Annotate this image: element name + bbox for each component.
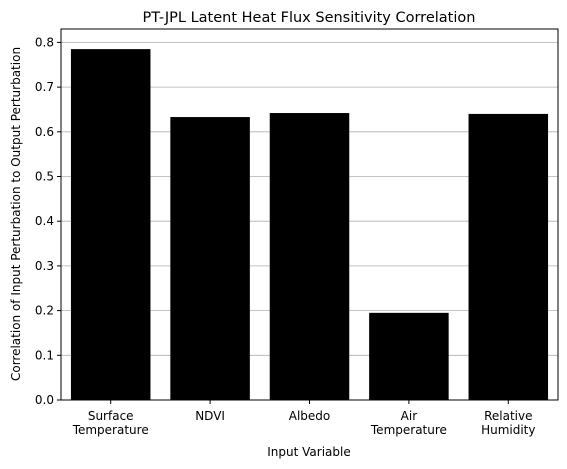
x-tick-label: Air Temperature — [370, 409, 447, 437]
chart-title: PT-JPL Latent Heat Flux Sensitivity Corr… — [143, 10, 476, 26]
y-axis-label: Correlation of Input Perturbation to Out… — [9, 47, 23, 381]
x-tick-label: Surface Temperature — [72, 409, 149, 437]
x-tick-label: Relative Humidity — [481, 409, 535, 437]
x-axis-ticks: Surface Temperature NDVI Albedo Air Temperatu… — [72, 400, 536, 437]
y-tick-label: 0.6 — [35, 125, 54, 139]
x-axis-label: Input Variable — [267, 445, 350, 459]
y-tick-label: 0.7 — [35, 80, 54, 94]
y-tick-label: 0.4 — [35, 214, 54, 228]
bar — [369, 312, 449, 400]
bar — [468, 113, 549, 401]
x-tick-label: Albedo — [289, 409, 331, 423]
bar — [70, 49, 151, 401]
bar — [170, 117, 250, 400]
y-axis-ticks: 0.0 0.1 0.2 0.3 0.4 0.5 0.6 0.7 0.8 — [35, 35, 61, 407]
y-tick-label: 0.8 — [35, 35, 54, 49]
y-tick-label: 0.0 — [35, 393, 54, 407]
y-tick-label: 0.3 — [35, 259, 54, 273]
bars — [70, 49, 549, 401]
y-tick-label: 0.2 — [35, 304, 54, 318]
y-tick-label: 0.5 — [35, 170, 54, 184]
x-tick-label: NDVI — [195, 409, 225, 423]
y-tick-label: 0.1 — [35, 348, 54, 362]
bar — [269, 113, 350, 400]
